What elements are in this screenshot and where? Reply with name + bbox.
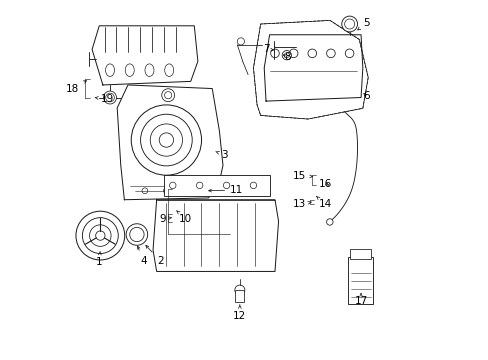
Ellipse shape [144,64,154,76]
Circle shape [341,16,357,32]
Circle shape [223,182,229,189]
Text: 5: 5 [357,18,369,30]
Ellipse shape [125,64,134,76]
Circle shape [326,49,335,58]
Ellipse shape [105,64,114,76]
Text: 11: 11 [208,185,243,195]
Text: 15: 15 [292,171,312,181]
Text: 7: 7 [263,44,273,54]
Bar [349,249,370,259]
Text: 4: 4 [137,246,146,266]
Circle shape [96,231,105,240]
Circle shape [89,225,111,246]
Polygon shape [264,35,362,101]
Circle shape [250,182,256,189]
Circle shape [105,93,114,102]
Circle shape [162,89,174,102]
Text: 6: 6 [362,91,369,101]
Circle shape [326,219,332,225]
Polygon shape [153,200,278,271]
Circle shape [196,182,203,189]
Circle shape [76,211,124,260]
Circle shape [163,188,169,194]
Circle shape [150,124,182,156]
Text: 13: 13 [292,199,311,210]
Polygon shape [253,21,367,119]
Text: 16: 16 [319,179,332,189]
Circle shape [131,105,201,175]
Polygon shape [92,26,198,85]
Circle shape [345,49,353,58]
Text: 19: 19 [95,94,114,104]
Ellipse shape [164,64,173,76]
Text: 14: 14 [316,197,332,210]
Circle shape [284,53,289,58]
Circle shape [140,114,192,166]
Text: 3: 3 [215,150,227,160]
Circle shape [282,50,291,60]
Circle shape [164,92,171,99]
Circle shape [126,224,147,245]
Circle shape [82,218,118,253]
Circle shape [129,227,144,242]
Text: 2: 2 [145,246,163,266]
Circle shape [270,49,279,58]
Text: 18: 18 [66,81,86,94]
Text: 9: 9 [160,214,171,224]
Text: 10: 10 [177,211,192,224]
Text: 17: 17 [354,293,367,306]
Circle shape [237,38,244,45]
Circle shape [142,188,147,194]
Circle shape [103,91,116,104]
Circle shape [307,49,316,58]
Circle shape [234,285,244,295]
Polygon shape [117,85,223,200]
Text: 8: 8 [283,52,290,62]
Bar [348,257,372,304]
Bar [163,175,269,196]
Polygon shape [253,21,367,119]
Bar [235,290,244,302]
Text: 12: 12 [233,305,246,320]
Circle shape [169,182,176,189]
Circle shape [289,49,297,58]
Circle shape [159,133,173,147]
Circle shape [184,188,190,194]
Text: 1: 1 [96,252,102,267]
Circle shape [344,19,354,29]
